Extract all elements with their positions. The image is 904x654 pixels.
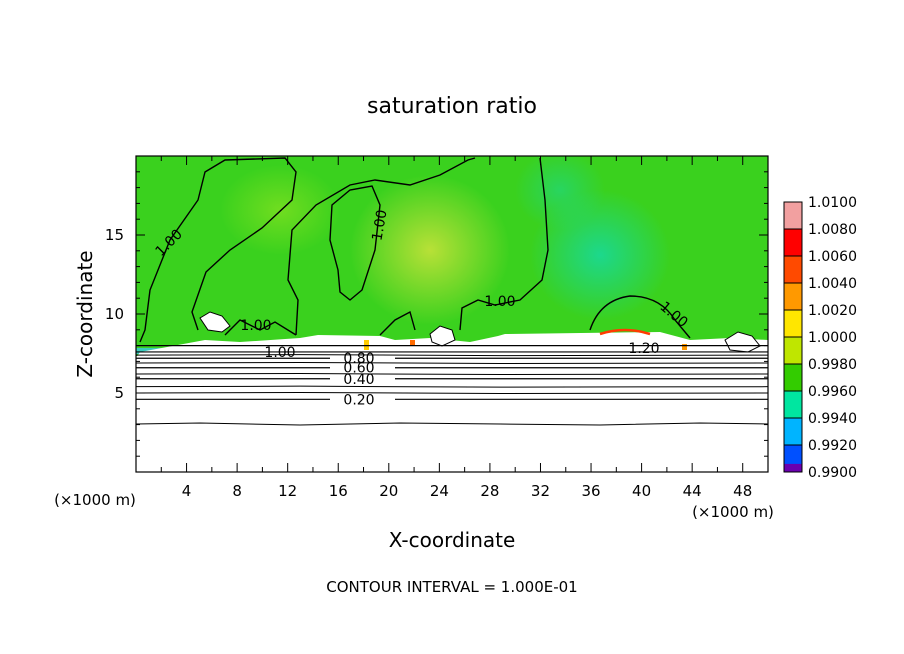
low-saturation-region: [515, 156, 605, 230]
y-axis-title: Z-coordinate: [73, 250, 97, 377]
x-tick-label: 20: [379, 482, 398, 500]
chart-title: saturation ratio: [367, 94, 537, 119]
colorbar-swatch: [784, 337, 802, 364]
colorbar-label: 0.9980: [808, 357, 857, 373]
contour-label: 0.80: [343, 351, 374, 367]
y-tick-label: 5: [114, 384, 124, 402]
x-unit-label-left: (×1000 m): [54, 491, 136, 509]
colorbar-swatch: [784, 202, 802, 211]
supersaturated-spot: [682, 344, 687, 350]
colorbar-label: 1.0000: [808, 330, 857, 346]
colorbar-label: 1.0020: [808, 303, 857, 319]
cloud-patch: [199, 311, 231, 333]
colorbar-swatch: [784, 391, 802, 418]
contour-line: [136, 373, 768, 376]
colorbar-swatch: [784, 256, 802, 283]
high-saturation-region: [220, 165, 340, 255]
contour-label: 0.60: [343, 361, 374, 377]
x-unit-label-right: (×1000 m): [692, 503, 774, 521]
x-tick-label: 4: [182, 482, 192, 500]
contour-line: [136, 391, 768, 395]
supersaturated-arc: [599, 328, 651, 336]
contour-label: 0.40: [343, 372, 374, 388]
colorbar-label: 0.9920: [808, 438, 857, 454]
x-tick-label: 8: [232, 482, 242, 500]
colorbar-label: 1.0080: [808, 222, 857, 238]
colorbar-label: 0.9900: [808, 465, 857, 481]
x-tick-label: 44: [683, 482, 702, 500]
colorbar-label: 1.0060: [808, 249, 857, 265]
x-tick-label: 40: [632, 482, 651, 500]
x-tick-label: 36: [581, 482, 600, 500]
horizontal-contours: [136, 345, 768, 400]
contour-line: [136, 422, 768, 426]
contour-label: 1.00: [264, 345, 295, 361]
x-axis-title: X-coordinate: [389, 528, 516, 552]
x-tick-label: 12: [278, 482, 297, 500]
contour-label: 1.00: [484, 294, 515, 310]
contour-interval-note: CONTOUR INTERVAL = 1.000E-01: [326, 578, 577, 596]
x-tick-label: 28: [480, 482, 499, 500]
supersaturated-spot: [410, 340, 415, 346]
contour-labels: 1.00 1.00 1.00 1.00 1.00 1.00 1.20: [152, 209, 690, 361]
y-axis: 5 10 15: [105, 171, 768, 457]
contour-label: 1.00: [240, 318, 271, 334]
colorbar-label: 1.0100: [808, 195, 857, 211]
colorbar-swatch: [784, 463, 802, 472]
subsaturated-region: [136, 356, 768, 472]
contour-line: [136, 361, 768, 364]
x-tick-label: 24: [430, 482, 449, 500]
colorbar-swatch: [784, 364, 802, 391]
contour-label: 1.20: [628, 341, 659, 357]
x-tick-label: 16: [329, 482, 348, 500]
contour-lines-1.00: [139, 157, 691, 343]
colorbar-swatch: [784, 310, 802, 337]
plot-area: [136, 156, 768, 472]
x-tick-label: 48: [733, 482, 752, 500]
x-axis: 4 8 12 16 20 24 28 32 36 40 44 48: [160, 156, 752, 500]
y-tick-label: 15: [105, 226, 124, 244]
cloud-patch: [429, 325, 456, 347]
colorbar-swatch: [784, 418, 802, 445]
colorbar: 1.0100 1.0080 1.0060 1.0040 1.0020 1.0000 0.99…: [783, 195, 857, 481]
colorbar-label: 0.9940: [808, 411, 857, 427]
colorbar-label: 0.9960: [808, 384, 857, 400]
colorbar-swatch: [784, 283, 802, 310]
high-saturation-region: [350, 175, 510, 325]
contour-line: [136, 385, 768, 388]
contour-line: [136, 354, 768, 357]
x-tick-label: 32: [531, 482, 550, 500]
contour-label: 0.20: [343, 392, 374, 408]
y-tick-label: 10: [105, 305, 124, 323]
colorbar-swatch: [784, 229, 802, 256]
contour-label: 1.00: [369, 209, 390, 242]
colorbar-label: 1.0040: [808, 276, 857, 292]
